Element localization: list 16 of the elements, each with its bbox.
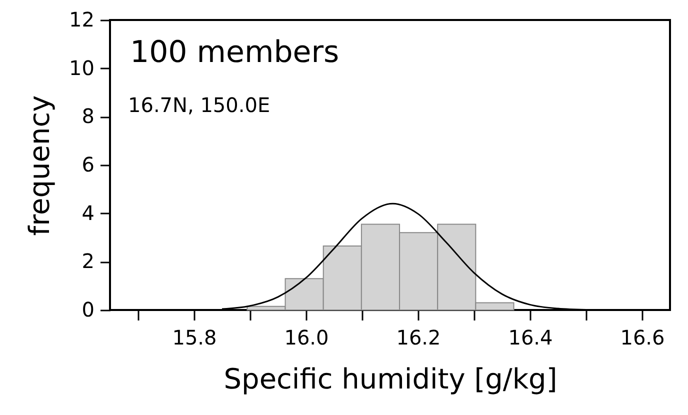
x-axis-title: Specific humidity [g/kg]: [224, 362, 558, 396]
y-tick-label: 4: [82, 200, 94, 225]
y-tick-label: 10: [69, 56, 94, 80]
y-tick-label: 12: [69, 8, 94, 32]
annotation: 100 members: [130, 35, 340, 70]
x-tick-label: 16.0: [284, 326, 329, 350]
x-tick-label: 16.4: [508, 326, 553, 350]
y-tick-label: 0: [82, 298, 94, 322]
y-tick-label: 8: [82, 104, 94, 128]
x-tick-label: 15.8: [172, 326, 217, 350]
y-tick-label: 2: [82, 249, 94, 274]
y-tick-label: 6: [82, 152, 94, 176]
annotation: 16.7N, 150.0E: [128, 93, 270, 117]
x-tick-label: 16.6: [620, 326, 665, 350]
x-tick-label: 16.2: [396, 326, 441, 350]
y-axis-title: frequency: [23, 95, 56, 236]
